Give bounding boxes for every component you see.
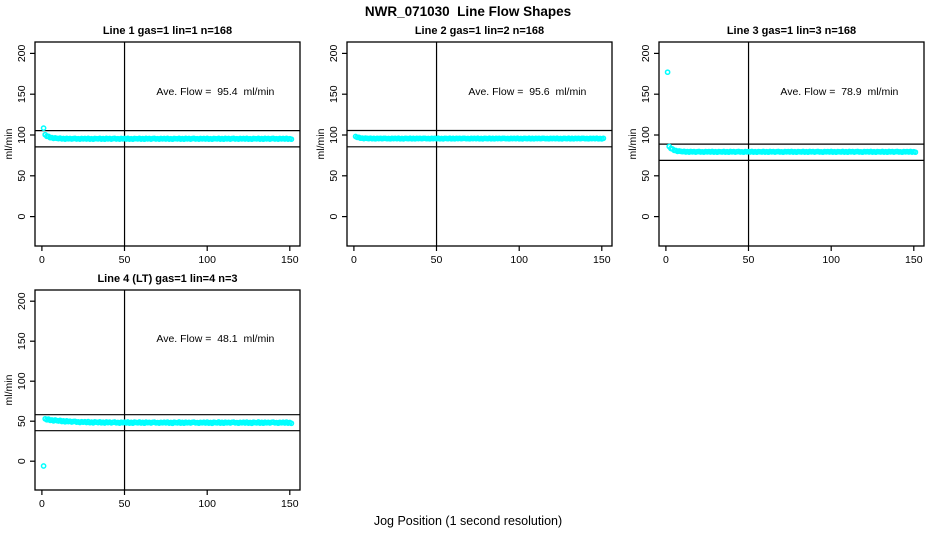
- x-tick-label: 150: [905, 254, 923, 266]
- y-tick-label: 100: [16, 372, 28, 390]
- data-point: [288, 136, 295, 143]
- y-tick-label: 0: [328, 214, 340, 220]
- y-tick-label: 100: [16, 126, 28, 144]
- y-tick-label: 150: [640, 85, 652, 103]
- y-tick-label: 100: [328, 126, 340, 144]
- data-points: [40, 125, 295, 143]
- x-tick-label: 50: [119, 254, 131, 266]
- y-tick-label: 150: [16, 85, 28, 103]
- data-points: [352, 133, 607, 142]
- data-point: [912, 149, 919, 156]
- x-tick-label: 0: [39, 498, 45, 510]
- x-tick-label: 50: [743, 254, 755, 266]
- x-axis-label: Jog Position (1 second resolution): [373, 514, 563, 528]
- data-point: [664, 69, 671, 76]
- plot-border: [658, 41, 925, 247]
- y-tick-label: 50: [640, 170, 652, 182]
- x-tick-label: 150: [593, 254, 611, 266]
- data-point: [40, 463, 47, 469]
- figure-title: NWR_071030 Line Flow Shapes: [364, 4, 572, 19]
- y-axis: 0 50 100 150 200: [328, 44, 347, 220]
- x-tick-label: 50: [119, 498, 131, 510]
- panel-title: Line 1 gas=1 lin=1 n=168: [103, 25, 232, 37]
- x-axis: 0 50 100 150: [39, 246, 299, 266]
- y-axis: 0 50 100 150 200: [16, 44, 35, 220]
- y-tick-label: 100: [640, 126, 652, 144]
- panel-line-1: 0 50 100 150 0 50 100 150 200 ml/min Line 1 gas=1 …: [3, 25, 301, 266]
- plot-border: [346, 41, 613, 247]
- y-tick-label: 0: [640, 214, 652, 220]
- y-tick-label: 150: [328, 85, 340, 103]
- x-tick-label: 100: [510, 254, 528, 266]
- y-tick-label: 50: [328, 170, 340, 182]
- panel-title: Line 2 gas=1 lin=2 n=168: [415, 25, 544, 37]
- plot-border: [34, 289, 301, 491]
- panel-line-2: 0 50 100 150 0 50 100 150 200 ml/min Line 2 gas=1 …: [315, 25, 613, 266]
- y-tick-label: 0: [16, 458, 28, 464]
- x-tick-label: 100: [198, 498, 216, 510]
- y-tick-label: 200: [16, 44, 28, 62]
- x-tick-label: 0: [351, 254, 357, 266]
- y-tick-label: 150: [16, 332, 28, 350]
- y-tick-label: 200: [328, 44, 340, 62]
- data-points: [664, 69, 919, 156]
- x-tick-label: 100: [822, 254, 840, 266]
- avg-flow-annotation: Ave. Flow = 95.6 ml/min: [468, 86, 586, 98]
- x-tick-label: 0: [663, 254, 669, 266]
- x-axis: 0 50 100 150: [351, 246, 611, 266]
- panel-title: Line 4 (LT) gas=1 lin=4 n=3: [97, 273, 237, 285]
- y-tick-label: 50: [16, 415, 28, 427]
- y-tick-label: 200: [16, 292, 28, 310]
- y-tick-label: 200: [640, 44, 652, 62]
- data-point: [40, 125, 47, 131]
- x-tick-label: 0: [39, 254, 45, 266]
- avg-flow-annotation: Ave. Flow = 78.9 ml/min: [780, 86, 898, 98]
- data-points: [40, 415, 295, 469]
- data-point: [600, 135, 607, 142]
- data-point: [288, 420, 295, 427]
- panel-title: Line 3 gas=1 lin=3 n=168: [727, 25, 856, 37]
- x-tick-label: 100: [198, 254, 216, 266]
- plot-border: [34, 41, 301, 247]
- avg-flow-annotation: Ave. Flow = 48.1 ml/min: [156, 333, 274, 345]
- y-axis-label: ml/min: [315, 128, 327, 159]
- avg-flow-annotation: Ave. Flow = 95.4 ml/min: [156, 86, 274, 98]
- x-axis: 0 50 100 150: [39, 490, 299, 510]
- y-tick-label: 50: [16, 170, 28, 182]
- y-axis: 0 50 100 150 200: [16, 292, 35, 464]
- y-axis-label: ml/min: [3, 128, 15, 159]
- panel-line-4: 0 50 100 150 0 50 100 150 200 ml/min Line 4 (LT) g…: [3, 273, 301, 510]
- x-tick-label: 50: [431, 254, 443, 266]
- x-tick-label: 150: [281, 498, 299, 510]
- x-tick-label: 150: [281, 254, 299, 266]
- y-axis-label: ml/min: [627, 128, 639, 159]
- x-axis: 0 50 100 150: [663, 246, 923, 266]
- y-axis-label: ml/min: [3, 374, 15, 405]
- y-axis: 0 50 100 150 200: [640, 44, 659, 220]
- panel-line-3: 0 50 100 150 0 50 100 150 200 ml/min Line 3 gas=1 …: [627, 25, 925, 266]
- y-tick-label: 0: [16, 214, 28, 220]
